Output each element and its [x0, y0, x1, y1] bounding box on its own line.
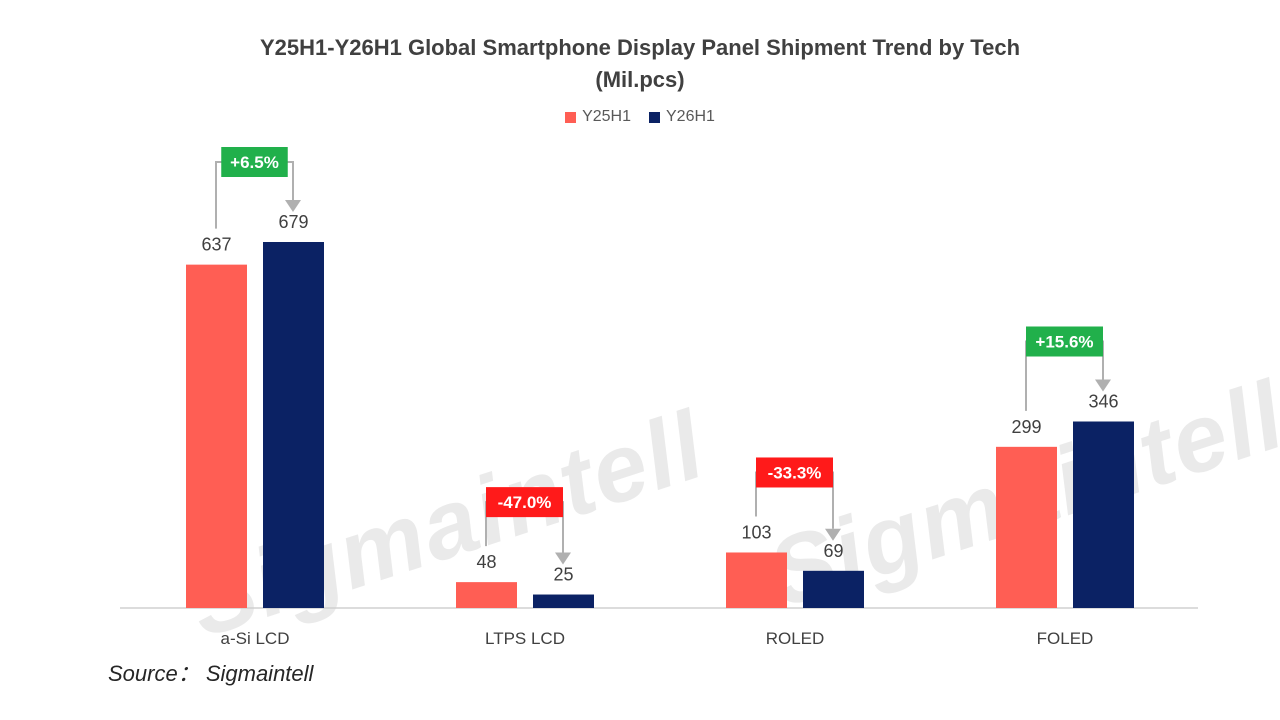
- bar-y25h1-3: [996, 446, 1057, 608]
- change-arrow-0: [285, 200, 301, 212]
- category-label-0: a-Si LCD: [221, 629, 290, 648]
- data-label-y26h1-2: 69: [823, 541, 843, 561]
- legend-swatch-y26: [649, 111, 660, 123]
- change-badge-text-2: -33.3%: [768, 463, 822, 482]
- chart-title-line1: Y25H1-Y26H1 Global Smartphone Display Pa…: [259, 35, 1021, 60]
- change-badge-0: [221, 147, 288, 177]
- chart-legend: Y25H1 Y26H1: [0, 108, 1280, 126]
- legend-label-y25: Y25H1: [582, 108, 631, 125]
- change-badge-text-0: +6.5%: [230, 153, 279, 172]
- data-label-y25h1-3: 299: [1011, 417, 1041, 437]
- data-label-y26h1-3: 346: [1088, 391, 1118, 411]
- data-label-y25h1-0: 637: [201, 235, 231, 255]
- change-arrow-1: [555, 552, 571, 565]
- legend-item-y26: Y26H1: [649, 108, 715, 126]
- bar-y26h1-1: [533, 594, 594, 608]
- category-label-1: LTPS LCD: [485, 629, 565, 648]
- data-label-y25h1-1: 48: [476, 552, 496, 572]
- legend-swatch-y25: [565, 111, 577, 123]
- data-label-y25h1-2: 103: [741, 522, 771, 542]
- bar-y25h1-2: [726, 552, 787, 608]
- bar-y26h1-2: [803, 570, 864, 608]
- chart-title: Y25H1-Y26H1 Global Smartphone Display Pa…: [0, 32, 1280, 96]
- category-label-3: FOLED: [1037, 629, 1094, 648]
- data-label-y26h1-0: 679: [278, 212, 308, 232]
- change-badge-text-3: +15.6%: [1035, 332, 1093, 351]
- chart-title-line2: (Mil.pcs): [595, 67, 685, 92]
- bar-y26h1-3: [1073, 421, 1134, 608]
- change-badge-2: [756, 457, 833, 488]
- change-badge-3: [1026, 326, 1103, 357]
- data-label-y26h1-1: 25: [553, 565, 573, 585]
- legend-label-y26: Y26H1: [666, 108, 715, 125]
- category-label-2: ROLED: [766, 629, 825, 648]
- bar-y25h1-0: [186, 264, 247, 608]
- change-arrow-2: [825, 528, 841, 541]
- legend-item-y25: Y25H1: [565, 108, 631, 126]
- change-arrow-3: [1095, 379, 1111, 392]
- bar-y25h1-1: [456, 582, 517, 608]
- change-badge-1: [486, 487, 563, 518]
- change-badge-text-1: -47.0%: [498, 493, 552, 512]
- bar-y26h1-0: [263, 242, 324, 608]
- source-note: Source： Sigmaintell: [108, 661, 314, 686]
